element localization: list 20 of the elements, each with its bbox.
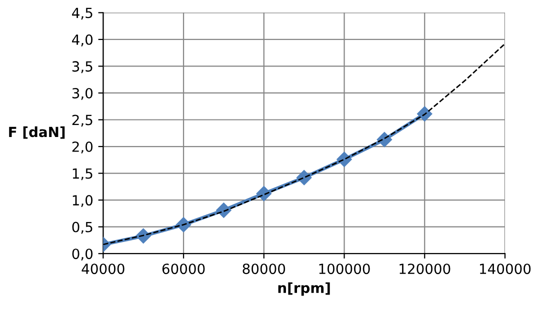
x-tick-label: 60000 xyxy=(162,264,205,274)
point xyxy=(176,217,192,232)
y-tick-label: 4,5 xyxy=(72,8,92,20)
y-tick-label: 0,5 xyxy=(72,222,92,234)
y-tick-label: 0,0 xyxy=(72,248,93,260)
y-tick-label: 2,5 xyxy=(72,114,92,127)
y-tick-label: 1,0 xyxy=(72,195,93,207)
x-tick-label: 120000 xyxy=(400,264,450,274)
y-tick-label: 1,5 xyxy=(72,168,92,180)
y-tick-label: 4,0 xyxy=(72,34,93,46)
y-axis-title: F [daN] xyxy=(9,126,65,139)
point xyxy=(417,106,432,122)
x-tick-label: 80000 xyxy=(242,264,286,274)
y-tick-label: 3,5 xyxy=(72,61,92,74)
x-axis-title: n[rpm] xyxy=(278,282,330,296)
x-tick-label: 100000 xyxy=(319,264,370,274)
y-tick-label: 2,0 xyxy=(72,141,93,154)
x-tick-label: 40000 xyxy=(82,264,124,274)
x-tick-label: 140000 xyxy=(480,264,531,274)
y-tick-label: 3,0 xyxy=(72,88,93,100)
